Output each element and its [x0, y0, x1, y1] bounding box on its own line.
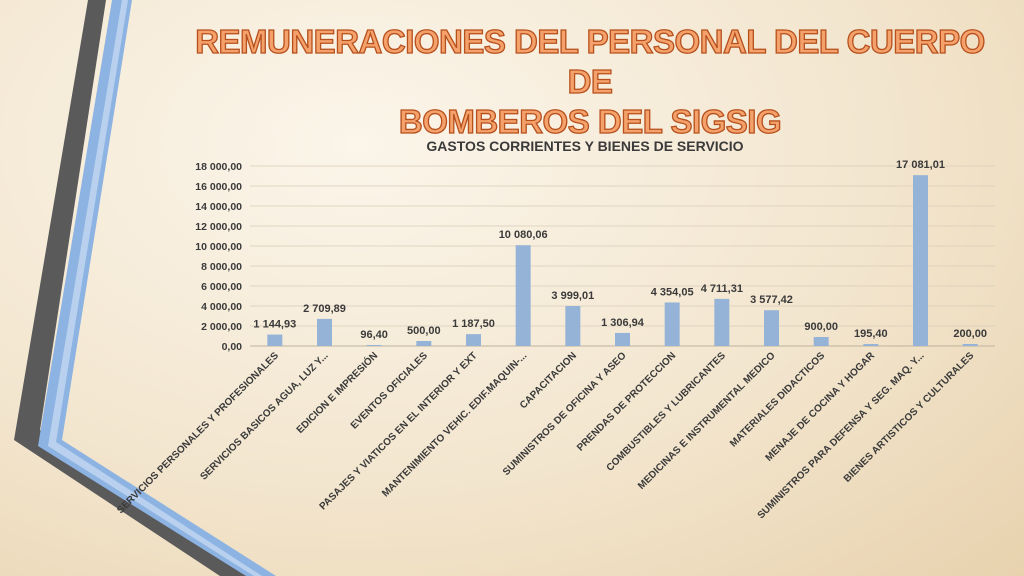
slide-title: REMUNERACIONES DEL PERSONAL DEL CUERPO D…	[170, 22, 1010, 142]
data-label: 200,00	[953, 328, 987, 340]
data-label: 1 187,50	[452, 318, 495, 330]
bar	[565, 306, 581, 346]
data-label: 1 306,94	[601, 317, 645, 329]
data-label: 17 081,01	[896, 159, 945, 171]
y-tick-label: 6 000,00	[201, 281, 242, 293]
bar	[366, 345, 382, 346]
y-tick-label: 2 000,00	[201, 321, 242, 333]
category-labels: SERVICIOS PERSONALES Y PROFESIONALESSERV…	[115, 349, 976, 521]
data-label: 2 709,89	[303, 303, 346, 315]
category-label: MATERIALES DIDACTICOS	[728, 350, 827, 449]
bar	[466, 334, 481, 346]
y-tick-label: 8 000,00	[201, 261, 242, 273]
y-tick-label: 0,00	[222, 341, 243, 353]
category-label: SERVICIOS PERSONALES Y PROFESIONALES	[115, 350, 281, 516]
y-tick-label: 16 000,00	[195, 181, 242, 193]
data-label: 900,00	[804, 321, 838, 333]
bar	[813, 337, 829, 346]
bar	[267, 334, 283, 346]
data-labels: 1 144,93 2 709,89 96,40 500,00 1 187,50 10 08…	[253, 159, 987, 341]
data-label: 3 999,01	[551, 290, 594, 302]
category-label: EDICION E IMPRESIÓN	[293, 349, 380, 436]
data-label: 3 577,42	[750, 294, 793, 306]
y-tick-label: 14 000,00	[195, 201, 242, 213]
bar	[714, 298, 730, 346]
y-tick-label: 12 000,00	[195, 221, 242, 233]
slide-title-line-1: REMUNERACIONES DEL PERSONAL DEL CUERPO D…	[195, 22, 986, 100]
y-tick-label: 10 000,00	[195, 241, 242, 253]
y-axis: 0,00 2 000,00 4 000,00 6 000,00 8 000,00 10 0…	[195, 161, 995, 353]
category-label: PRENDAS DE PROTECCION	[575, 350, 678, 453]
data-label: 500,00	[407, 325, 441, 337]
category-label: SUMINISTROS PARA DEFENSA Y SEG. MAQ. Y..…	[756, 350, 927, 521]
bar	[863, 344, 879, 346]
chart-title: GASTOS CORRIENTES Y BIENES DE SERVICIO	[426, 138, 743, 154]
data-label: 4 354,05	[651, 286, 694, 298]
data-label: 10 080,06	[499, 229, 548, 241]
bar	[416, 341, 432, 346]
data-label: 1 144,93	[253, 319, 296, 331]
blue-diagonal-stripe	[38, 0, 276, 576]
bars	[267, 175, 978, 346]
bar	[913, 175, 928, 346]
light-blue-inner-stripe	[48, 0, 262, 576]
dark-diagonal-stripe	[14, 0, 252, 576]
bar	[764, 310, 779, 346]
data-label: 96,40	[360, 329, 388, 341]
y-tick-label: 4 000,00	[201, 301, 242, 313]
data-label: 195,40	[854, 328, 888, 340]
y-tick-label: 18 000,00	[195, 161, 242, 173]
category-label: MENAJE DE COCINA Y HOGAR	[764, 350, 878, 464]
bar	[317, 318, 332, 346]
bar	[962, 344, 978, 346]
data-label: 4 711,31	[701, 283, 743, 295]
bar	[515, 245, 531, 346]
slide-title-line-2: BOMBEROS DEL SIGSIG	[398, 102, 782, 140]
bar	[615, 332, 630, 346]
bar	[664, 302, 680, 346]
